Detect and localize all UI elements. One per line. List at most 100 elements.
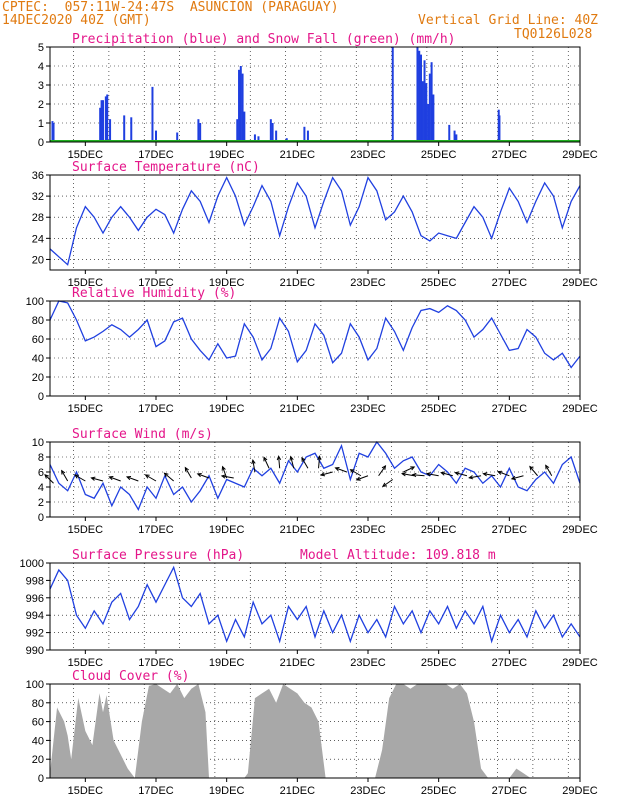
y-tick-label: 5 <box>38 42 44 54</box>
y-tick-label: 60 <box>32 717 44 729</box>
x-tick-label: 21DEC <box>280 524 316 536</box>
x-tick-label: 19DEC <box>209 403 245 415</box>
y-tick-label: 20 <box>32 254 44 266</box>
precip-bar <box>275 130 278 142</box>
x-tick-label: 15DEC <box>68 277 104 289</box>
panel-title: Surface Wind (m/s) <box>72 427 213 442</box>
x-tick-label: 23DEC <box>350 524 386 536</box>
wind-arrow-head <box>529 465 534 471</box>
precip-bar <box>455 134 458 142</box>
y-tick-label: 10 <box>32 437 44 449</box>
y-tick-label: 0 <box>38 137 44 149</box>
x-tick-label: 25DEC <box>421 403 457 415</box>
panel-title: Cloud Cover (%) <box>72 669 189 684</box>
y-tick-label: 36 <box>32 170 44 182</box>
y-tick-label: 24 <box>32 233 44 245</box>
header-grid-note: Vertical Grid Line: 40Z <box>418 13 599 28</box>
x-tick-label: 21DEC <box>280 277 316 289</box>
precip-bar <box>52 123 55 142</box>
y-tick-label: 20 <box>32 372 44 384</box>
wind-arrow-head <box>545 464 550 470</box>
plot-frame <box>49 46 581 143</box>
wind-arrow-head <box>440 471 446 476</box>
precip-bar <box>102 100 104 142</box>
wind-arrow-head <box>61 469 66 475</box>
precip-bar <box>106 94 109 142</box>
x-tick-label: 15DEC <box>68 149 104 161</box>
wind-arrow <box>529 466 538 477</box>
precip-bar <box>199 123 202 142</box>
wind-arrow <box>511 475 524 480</box>
y-tick-label: 28 <box>32 212 44 224</box>
precip-bar <box>453 130 456 142</box>
wind-arrow <box>382 479 394 487</box>
x-tick-label: 21DEC <box>280 149 316 161</box>
precip-bar <box>421 81 424 142</box>
x-tick-label: 17DEC <box>138 785 174 797</box>
y-tick-label: 40 <box>32 353 44 365</box>
x-tick-label: 17DEC <box>138 403 174 415</box>
panel-1: 20 24 28 32 36 15DEC 17DEC 19DEC 21DEC 23DEC 25DEC… <box>32 160 598 289</box>
y-tick-label: 6 <box>38 467 44 479</box>
precip-bar <box>428 73 431 142</box>
wind-arrow-head <box>90 476 96 481</box>
precip-bar <box>418 50 421 142</box>
x-tick-label: 17DEC <box>138 524 174 536</box>
precip-bar <box>425 83 428 142</box>
wind-arrow <box>545 465 553 477</box>
wind-arrow <box>145 474 157 482</box>
y-tick-label: 996 <box>26 593 44 605</box>
x-tick-label: 23DEC <box>350 657 386 669</box>
wind-arrow-head <box>263 456 268 462</box>
precip-bar <box>253 134 256 142</box>
x-tick-label: 25DEC <box>421 149 457 161</box>
precip-bar <box>241 73 244 142</box>
wind-arrow-head <box>108 475 114 481</box>
panel-title: Relative Humidity (%) <box>72 286 236 301</box>
x-tick-label: 23DEC <box>350 149 386 161</box>
wind-arrow-head <box>381 464 387 470</box>
precip-bar <box>303 126 306 142</box>
panel-title: Surface Pressure (hPa) <box>72 548 244 563</box>
precip-bar <box>123 115 126 142</box>
wind-arrow <box>350 469 362 477</box>
wind-arrow-head <box>349 469 355 474</box>
wind-arrow-head <box>454 471 460 476</box>
x-tick-label: 27DEC <box>492 403 528 415</box>
wind-arrow <box>164 472 174 482</box>
wind-arrow <box>320 471 333 476</box>
y-tick-label: 100 <box>26 296 44 308</box>
y-tick-label: 4 <box>38 482 44 494</box>
wind-arrow <box>412 474 425 477</box>
precip-bar <box>271 123 274 142</box>
wind-arrow-head <box>317 455 322 461</box>
x-tick-label: 15DEC <box>68 403 104 415</box>
header-run-id: TQ0126L028 <box>514 27 593 42</box>
y-tick-label: 40 <box>32 735 44 747</box>
plot-frame <box>49 441 581 518</box>
wind-arrow <box>441 472 453 477</box>
wind-arrow <box>91 477 104 482</box>
header-station: CPTEC: 057:11W-24:47S ASUNCION (PARAGUAY… <box>2 0 339 15</box>
plot-frame <box>49 562 581 651</box>
x-tick-label: 25DEC <box>421 657 457 669</box>
x-tick-label: 21DEC <box>280 785 316 797</box>
series-line <box>49 440 581 511</box>
x-tick-label: 15DEC <box>68 657 104 669</box>
wind-arrow <box>61 470 69 482</box>
wind-arrow <box>335 467 347 473</box>
wind-arrow <box>252 460 256 473</box>
y-tick-label: 2 <box>38 497 44 509</box>
x-tick-label: 27DEC <box>492 277 528 289</box>
precip-bar <box>391 47 394 142</box>
precip-bar <box>257 136 260 142</box>
precip-bar <box>427 104 430 142</box>
wind-arrow-head <box>482 472 488 477</box>
wind-arrow <box>222 466 228 479</box>
y-tick-label: 2 <box>38 99 44 111</box>
plot-frame <box>49 300 581 397</box>
wind-arrow <box>483 473 496 477</box>
wind-arrow-head <box>301 456 306 462</box>
plot-frame <box>49 174 581 271</box>
wind-arrow-head <box>425 472 431 477</box>
